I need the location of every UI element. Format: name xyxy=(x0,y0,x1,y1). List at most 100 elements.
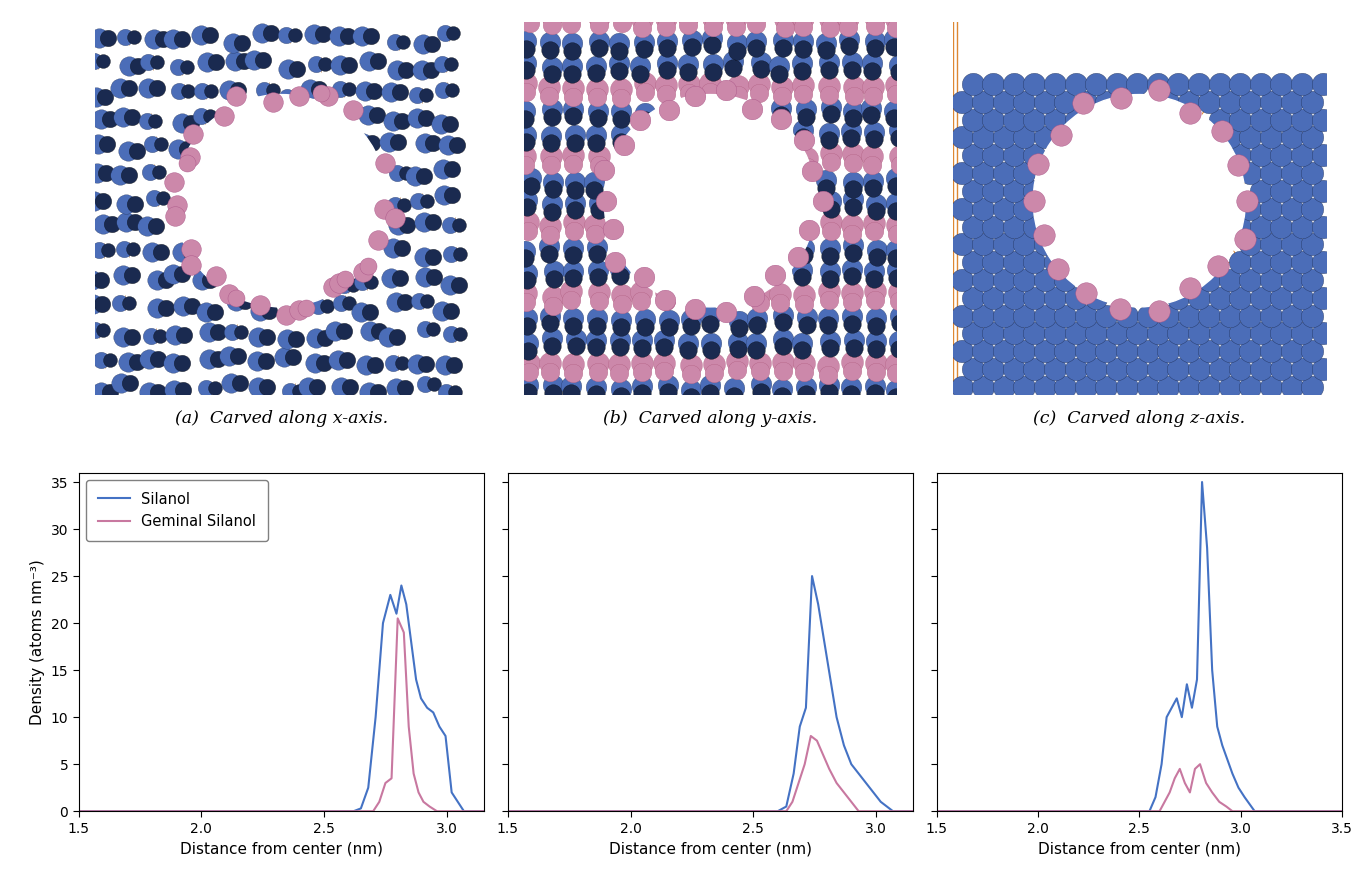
Point xyxy=(864,379,885,393)
Point xyxy=(1260,131,1282,145)
Point xyxy=(516,215,538,229)
Point xyxy=(595,194,617,208)
Point xyxy=(386,62,407,76)
Point xyxy=(1312,326,1334,340)
Point xyxy=(889,149,911,163)
Point xyxy=(520,179,542,193)
Point xyxy=(1312,148,1334,162)
Point xyxy=(884,103,906,118)
Point xyxy=(1291,219,1313,233)
Point xyxy=(843,81,865,95)
Geminal Silanol xyxy=(1198,778,1214,788)
Point xyxy=(889,309,911,323)
Geminal Silanol xyxy=(778,806,794,816)
Point xyxy=(702,31,724,45)
Point xyxy=(1096,380,1118,394)
Point xyxy=(118,296,140,310)
Point xyxy=(684,89,706,103)
Point xyxy=(972,345,994,359)
Point xyxy=(190,273,212,287)
Point xyxy=(413,168,435,182)
Point xyxy=(746,33,767,47)
Point xyxy=(1240,273,1262,287)
Point xyxy=(1179,281,1200,295)
Point xyxy=(1240,166,1262,180)
Point xyxy=(771,389,793,403)
Geminal Silanol xyxy=(395,627,411,638)
Point xyxy=(517,385,539,399)
Geminal Silanol xyxy=(390,613,406,624)
Point xyxy=(1148,304,1169,318)
Point xyxy=(250,297,272,311)
Point xyxy=(1271,219,1293,233)
Point xyxy=(137,353,159,367)
Point xyxy=(164,328,186,342)
Point xyxy=(181,242,202,256)
Point xyxy=(657,378,679,392)
Point xyxy=(684,302,706,316)
Point xyxy=(246,354,268,368)
Point xyxy=(367,108,388,122)
Point xyxy=(1249,112,1271,126)
Point xyxy=(1211,124,1233,138)
Point xyxy=(724,389,746,403)
Point xyxy=(413,250,435,264)
Point xyxy=(888,66,910,80)
Silanol xyxy=(904,806,921,816)
Point xyxy=(516,200,538,214)
Point xyxy=(562,90,584,104)
Point xyxy=(395,166,417,180)
Geminal Silanol xyxy=(1211,796,1228,807)
Point xyxy=(816,181,838,195)
Point xyxy=(274,28,296,42)
Point xyxy=(1013,131,1035,145)
Point xyxy=(164,209,186,223)
Point xyxy=(801,164,823,178)
Point xyxy=(562,157,584,171)
Point xyxy=(422,269,444,283)
Point xyxy=(139,165,160,179)
Line: Geminal Silanol: Geminal Silanol xyxy=(508,736,913,811)
Point xyxy=(314,57,335,71)
Point xyxy=(172,383,194,397)
Point xyxy=(204,381,225,396)
Point xyxy=(395,62,417,76)
Point xyxy=(516,286,538,300)
Point xyxy=(416,357,437,371)
Point xyxy=(234,54,255,68)
Point xyxy=(861,108,883,122)
Geminal Silanol xyxy=(803,731,819,741)
Point xyxy=(87,137,109,151)
Point xyxy=(1054,273,1076,287)
Point xyxy=(1024,362,1046,376)
Point xyxy=(166,198,187,212)
Point xyxy=(1229,291,1251,305)
Point xyxy=(771,364,793,378)
Point xyxy=(842,182,864,196)
Point xyxy=(386,166,407,180)
Geminal Silanol xyxy=(822,764,838,774)
Point xyxy=(1291,255,1313,269)
Point xyxy=(585,67,607,81)
Point xyxy=(198,110,220,124)
Point xyxy=(394,381,416,395)
Point xyxy=(796,102,818,116)
Line: Silanol: Silanol xyxy=(937,482,1342,811)
Silanol xyxy=(353,803,369,814)
Point xyxy=(449,327,471,341)
Point xyxy=(792,34,813,48)
Point xyxy=(562,264,584,278)
Point xyxy=(515,63,536,77)
Geminal Silanol xyxy=(1181,788,1198,798)
Point xyxy=(584,218,606,232)
Point xyxy=(430,117,452,131)
Point xyxy=(120,376,141,390)
Point xyxy=(608,269,630,283)
Point xyxy=(561,36,583,50)
Point xyxy=(864,132,885,146)
Point xyxy=(1013,202,1035,216)
Point xyxy=(961,255,983,269)
Point xyxy=(1148,83,1169,97)
Point xyxy=(682,32,703,46)
Point xyxy=(993,309,1014,323)
